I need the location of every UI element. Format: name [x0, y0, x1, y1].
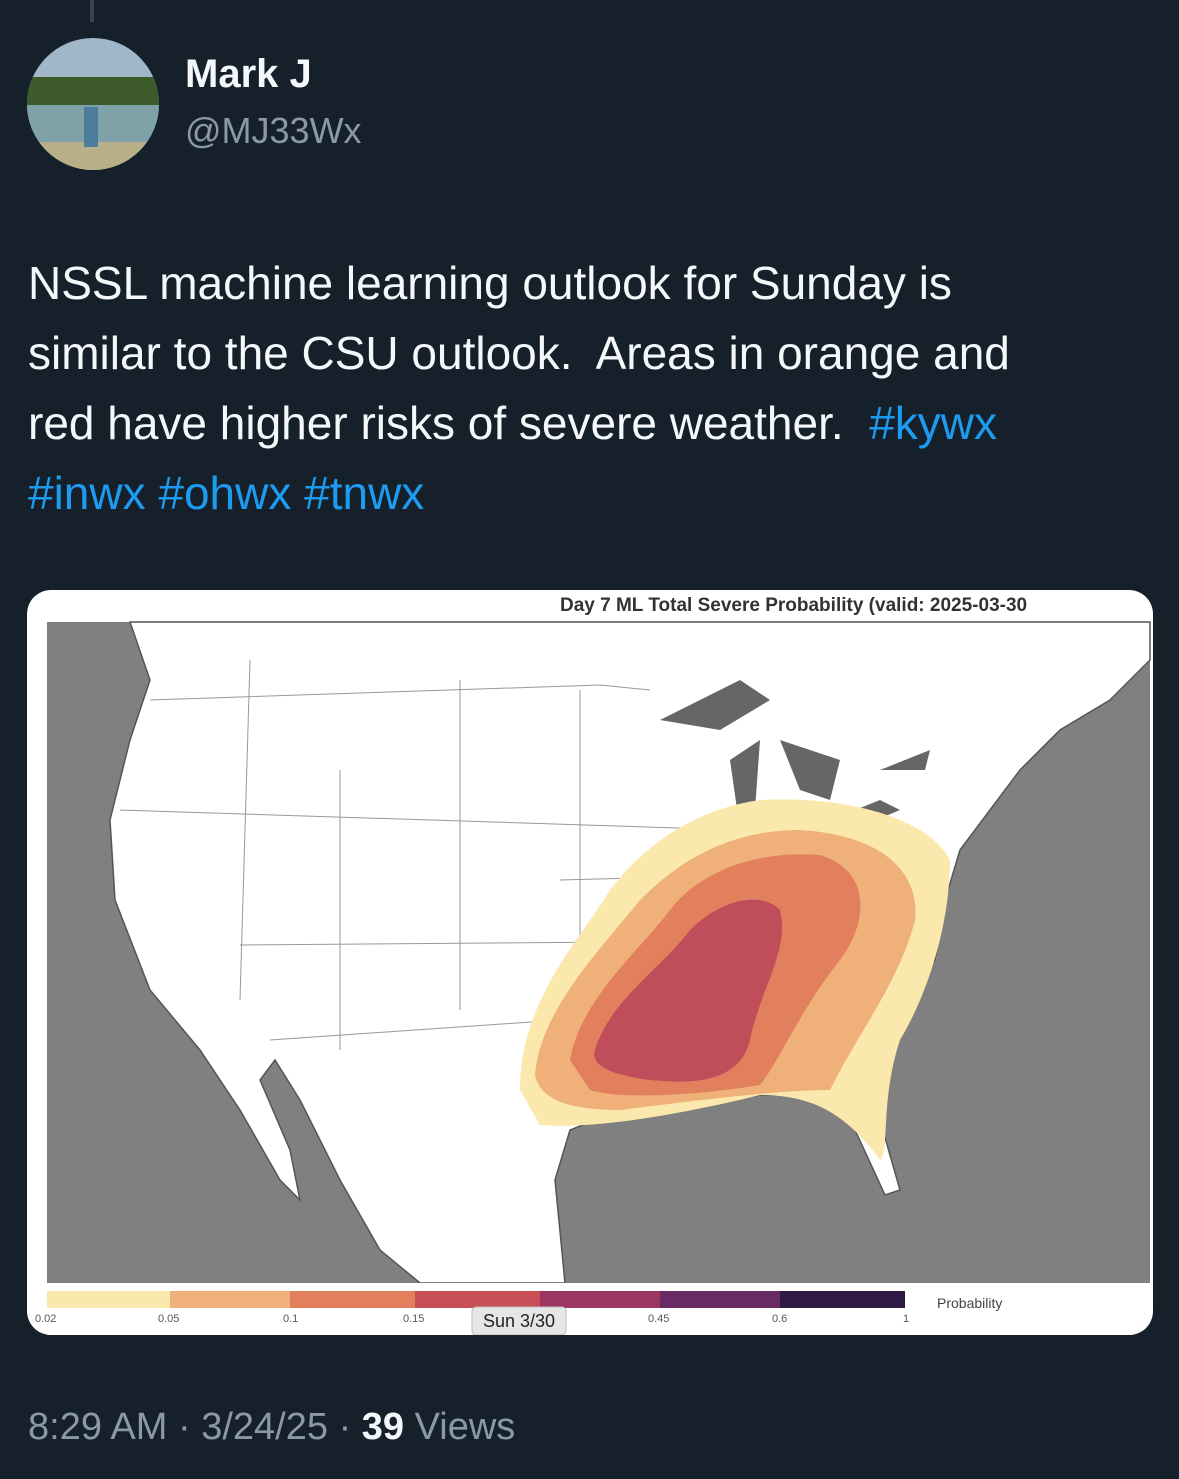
risk-area [594, 899, 783, 1082]
colorbar-segment [660, 1291, 780, 1308]
separator: · [177, 1406, 191, 1448]
text-line: similar to the CSU outlook. Areas in ora… [28, 327, 1010, 379]
views-count: 39 [361, 1406, 405, 1448]
colorbar [47, 1291, 905, 1308]
colorbar-tick: 1 [903, 1313, 909, 1325]
time: 8:29 AM [28, 1406, 168, 1448]
tweet-text: NSSL machine learning outlook for Sunday… [28, 248, 1010, 528]
media-card[interactable]: 0.02 0.05 0.1 0.15 0.45 0.6 1 Probabilit… [27, 590, 1153, 1335]
colorbar-tick: 0.45 [648, 1313, 669, 1325]
colorbar-segment [415, 1291, 540, 1308]
author-name[interactable]: Mark J [185, 52, 312, 96]
date: 3/24/25 [201, 1406, 328, 1448]
hashtag[interactable]: #inwx [28, 467, 146, 519]
badge [471, 1306, 567, 1335]
views-label: Views [414, 1406, 516, 1448]
hashtag[interactable]: #kywx [869, 397, 998, 449]
map-title: Day 7 ML Total Severe Probability (valid… [560, 595, 1027, 616]
colorbar-tick: 0.6 [772, 1313, 787, 1325]
map-image: 0.02 0.05 0.1 0.15 0.45 0.6 1 Probabilit… [35, 595, 1151, 1335]
avatar[interactable] [26, 37, 160, 171]
text-line: NSSL machine learning outlook for Sunday… [28, 257, 952, 309]
colorbar-label: Probability [937, 1295, 1002, 1311]
tweet-meta: 8:29 AM · 3/24/25 · 39 Views [28, 1406, 515, 1449]
hashtag[interactable]: #tnwx [304, 467, 425, 519]
colorbar-tick: 0.05 [158, 1313, 179, 1325]
colorbar-segment [170, 1291, 290, 1308]
separator: · [338, 1406, 352, 1448]
colorbar-segment [780, 1291, 905, 1308]
colorbar-segment [540, 1291, 660, 1308]
thread-line [90, 0, 94, 22]
colorbar-tick: 0.15 [403, 1313, 424, 1325]
day-badge: Sun 3/30 [483, 1311, 555, 1331]
great-lakes [660, 680, 930, 835]
colorbar-tick: 0.02 [35, 1313, 56, 1325]
colorbar-segment [290, 1291, 415, 1308]
author-handle[interactable]: @MJ33Wx [185, 110, 362, 151]
colorbar-tick: 0.1 [283, 1313, 298, 1325]
colorbar-segment [47, 1291, 170, 1308]
text-line: red have higher risks of severe weather. [28, 397, 844, 449]
hashtag[interactable]: #ohwx [158, 467, 292, 519]
